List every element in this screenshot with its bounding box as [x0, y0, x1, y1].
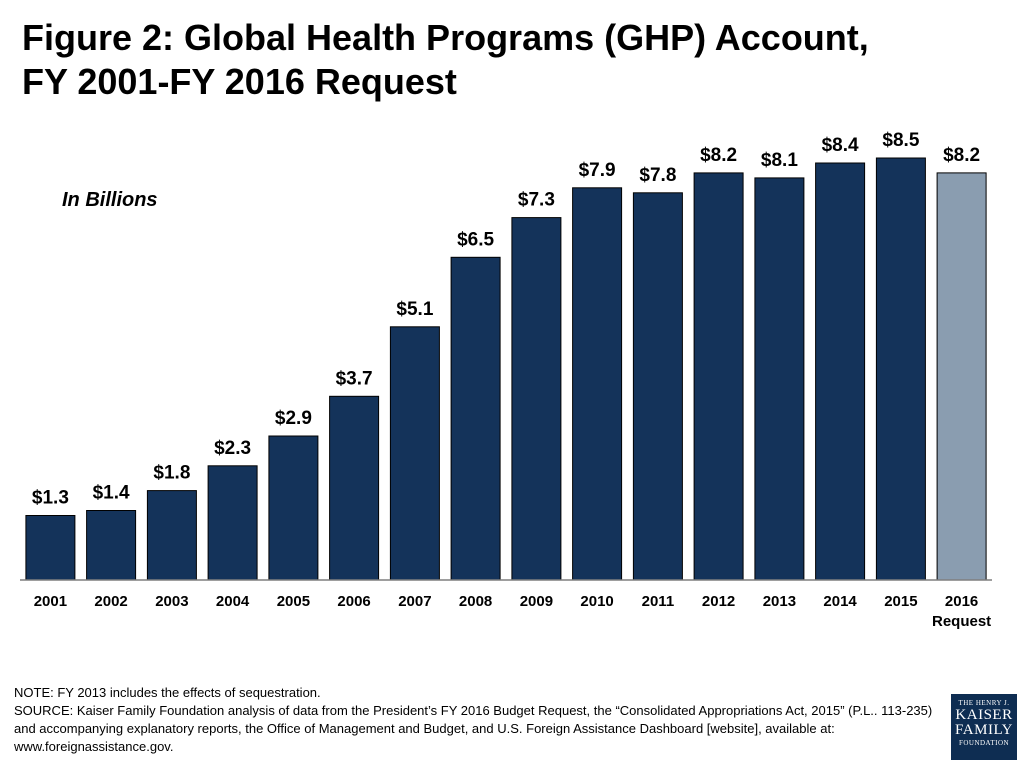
unit-note: In Billions [62, 189, 158, 211]
bar-11 [693, 172, 744, 581]
data-label-10: $7.8 [639, 165, 676, 186]
logo-line-2: KAISER [955, 707, 1013, 723]
bar-0 [25, 515, 76, 581]
x-tick-label-5: 2006 [337, 593, 370, 610]
x-tick-label-15: 2016 Request [932, 593, 991, 630]
chart-title: Figure 2: Global Health Programs (GHP) A… [22, 16, 922, 104]
logo-line-4: FOUNDATION [958, 739, 1010, 747]
bar-4 [268, 435, 319, 581]
data-label-14: $8.5 [882, 130, 919, 151]
logo-line-3: FAMILY [955, 722, 1013, 738]
x-tick-label-14: 2015 [884, 593, 917, 610]
chart-title-line-2: FY 2001-FY 2016 Request [22, 61, 457, 102]
bar-13 [815, 162, 866, 581]
footer-notes: NOTE: FY 2013 includes the effects of se… [14, 684, 944, 756]
x-tick-label-1: 2002 [94, 593, 127, 610]
data-label-1: $1.4 [93, 483, 130, 504]
data-label-4: $2.9 [275, 408, 312, 429]
bar-14 [875, 157, 926, 581]
x-tick-label-4: 2005 [277, 593, 310, 610]
logo-line-1: THE HENRY J. [958, 699, 1010, 707]
bar-10 [632, 192, 683, 581]
kaiser-family-foundation-logo: THE HENRY J. KAISER FAMILY FOUNDATION [951, 694, 1017, 760]
bar-6 [389, 326, 440, 581]
data-label-15: $8.2 [943, 145, 980, 166]
data-label-13: $8.4 [822, 135, 859, 156]
bar-15 [936, 172, 987, 581]
data-label-0: $1.3 [32, 488, 69, 509]
footer-source-line-2: and accompanying explanatory reports, th… [14, 721, 835, 736]
bar-9 [572, 187, 623, 581]
x-tick-label-3: 2004 [216, 593, 250, 610]
bar-2 [146, 490, 197, 581]
data-label-12: $8.1 [761, 150, 798, 171]
x-tick-label-11: 2012 [702, 593, 735, 610]
data-label-6: $5.1 [396, 299, 433, 320]
bar-5 [329, 395, 380, 581]
x-tick-label-2: 2003 [155, 593, 188, 610]
bar-1 [86, 510, 137, 581]
x-tick-label-6: 2007 [398, 593, 431, 610]
data-label-7: $6.5 [457, 229, 494, 250]
data-label-5: $3.7 [336, 368, 373, 389]
x-tick-label-0: 2001 [34, 593, 67, 610]
x-tick-label-7: 2008 [459, 593, 492, 610]
bar-8 [511, 217, 562, 581]
data-label-2: $1.8 [153, 463, 190, 484]
data-label-9: $7.9 [579, 160, 616, 181]
chart-title-line-1: Figure 2: Global Health Programs (GHP) A… [22, 17, 869, 58]
bar-3 [207, 465, 258, 581]
data-label-3: $2.3 [214, 438, 251, 459]
bar-7 [450, 256, 501, 581]
bar-chart: $1.3 2001 $1.4 2002 $1.8 2003 $2.3 2004 $2.9 2005… [20, 130, 992, 630]
bar-12 [754, 177, 805, 581]
x-tick-label-12: 2013 [763, 593, 796, 610]
footer-source-line-3: www.foreignassistance.gov. [14, 739, 174, 754]
data-label-8: $7.3 [518, 190, 555, 211]
footer-note: NOTE: FY 2013 includes the effects of se… [14, 685, 321, 700]
x-tick-label-8: 2009 [520, 593, 553, 610]
x-tick-label-9: 2010 [580, 593, 613, 610]
footer-source-line-1: SOURCE: Kaiser Family Foundation analysi… [14, 703, 933, 718]
data-label-11: $8.2 [700, 145, 737, 166]
x-tick-label-13: 2014 [823, 593, 857, 610]
x-tick-label-10: 2011 [642, 593, 675, 610]
